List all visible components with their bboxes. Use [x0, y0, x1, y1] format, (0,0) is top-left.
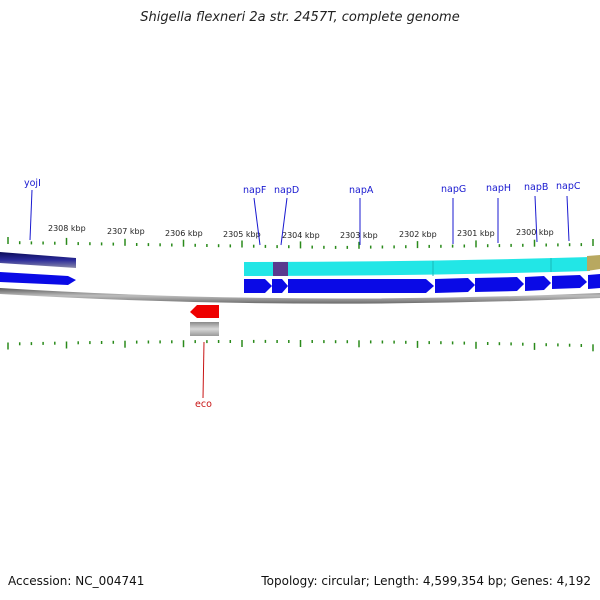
genome-backbone [0, 288, 600, 304]
gene-arrow-napD [272, 279, 288, 293]
label-line-napC [566, 195, 570, 242]
gene-arrow-end [588, 274, 600, 289]
scale-label: 2305 kbp [223, 230, 261, 239]
scale-label: 2304 kbp [282, 231, 320, 240]
gene-arrow-napF [244, 279, 272, 293]
scale-label: 2308 kbp [48, 224, 86, 233]
gene-arrow-napG [435, 278, 475, 293]
label-line-eco [202, 341, 205, 399]
gene-band-eco [190, 322, 219, 336]
gene-band-yojI [0, 252, 76, 268]
scale-label: 2302 kbp [399, 230, 437, 239]
gene-arrow-napC [552, 275, 587, 289]
scale-label: 2306 kbp [165, 229, 203, 238]
scale-label: 2307 kbp [107, 227, 145, 236]
gene-label-napG: napG [441, 184, 466, 195]
genome-title: Shigella flexneri 2a str. 2457T, complet… [140, 10, 460, 25]
gene-label-napH: napH [486, 183, 511, 194]
gene-arrow-eco [190, 305, 219, 318]
gene-arrow-napB [525, 276, 551, 291]
gene-arrow-napH [475, 277, 524, 292]
gene-band-napD [273, 262, 288, 276]
forward-genes [0, 272, 600, 293]
gene-label-lines [29, 189, 570, 246]
gene-label-napF: napF [243, 185, 266, 196]
cds-band [244, 257, 590, 276]
gene-label-napA: napA [349, 185, 374, 196]
gene-label-napB: napB [524, 182, 548, 193]
gene-label-napD: napD [274, 185, 299, 196]
scale-label: 2300 kbp [516, 228, 554, 237]
gene-label-yojI: yojI [24, 178, 41, 189]
label-line-napB [534, 195, 538, 243]
label-line-napD [280, 197, 288, 246]
gene-arrow-yojI [0, 272, 76, 285]
scale-ticks-top [7, 237, 594, 249]
scale-labels: 2308 kbp 2307 kbp 2306 kbp 2305 kbp 2304… [48, 224, 554, 240]
accession-text: Accession: NC_004741 [8, 574, 145, 588]
gene-label-napC: napC [556, 181, 581, 192]
scale-label: 2301 kbp [457, 229, 495, 238]
scale-ticks-bottom [7, 339, 594, 352]
gene-labels: yojI napF napD napA napG napH napB napC … [24, 178, 581, 410]
gene-label-eco: eco [195, 399, 212, 410]
scale-label: 2303 kbp [340, 231, 378, 240]
gene-band-end [587, 255, 600, 271]
gene-arrow-napA [288, 279, 434, 293]
label-line-yojI [29, 189, 33, 241]
label-line-napF [253, 197, 261, 246]
topology-text: Topology: circular; Length: 4,599,354 bp… [261, 574, 591, 588]
